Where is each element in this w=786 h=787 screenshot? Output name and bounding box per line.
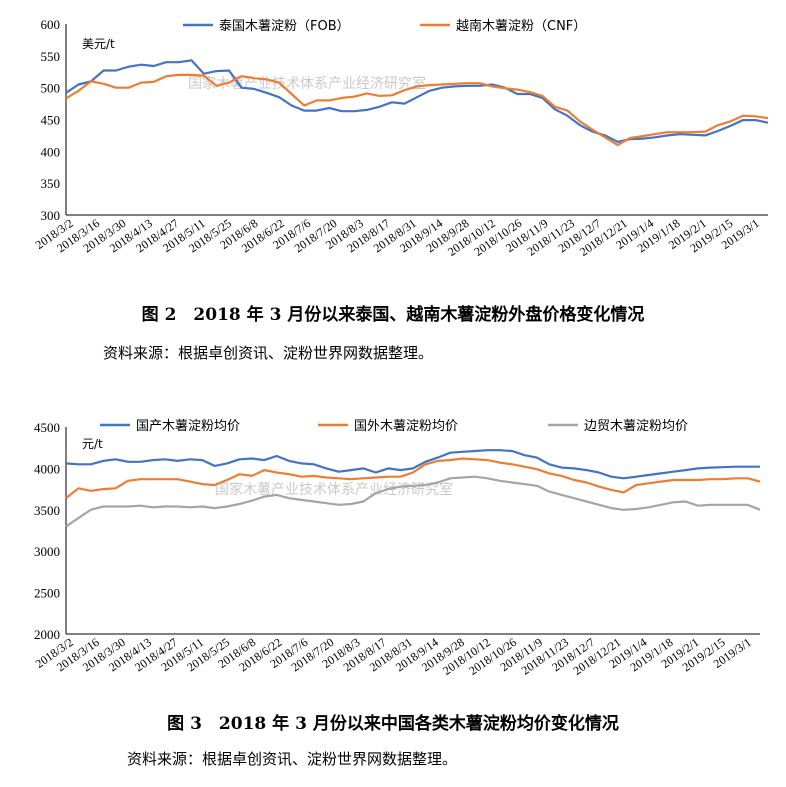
legend-label-1: 国产木薯淀粉均价 xyxy=(136,419,240,434)
chart-china-starch-average-prices: 2000250030003500400045002018/3/22018/3/1… xyxy=(33,419,761,678)
y-unit-label: 美元/t xyxy=(82,37,115,51)
y-tick-label: 4000 xyxy=(34,461,60,476)
y-tick-label: 300 xyxy=(41,208,61,223)
chart2-axes: 2000250030003500400045002018/3/22018/3/1… xyxy=(33,420,760,678)
watermark-text: 国家木薯产业技术体系产业经济研究室 xyxy=(215,481,453,498)
figure2-source: 资料来源：根据卓创资讯、淀粉世界网数据整理。 xyxy=(103,344,434,362)
y-tick-label: 2500 xyxy=(34,586,60,601)
y-tick-label: 350 xyxy=(41,176,61,191)
legend-label-2: 越南木薯淀粉（CNF） xyxy=(456,18,586,34)
y-tick-label: 550 xyxy=(41,49,61,64)
figure3-source: 资料来源：根据卓创资讯、淀粉世界网数据整理。 xyxy=(127,750,458,768)
chart1-series xyxy=(65,59,769,147)
figure2-caption: 图 2 2018 年 3 月份以来泰国、越南木薯淀粉外盘价格变化情况 xyxy=(141,305,645,325)
series-line-3 xyxy=(65,475,761,528)
chart-thai-vietnam-starch-prices: 3003504004505005506002018/3/22018/3/1620… xyxy=(33,17,769,259)
y-tick-label: 4500 xyxy=(34,420,60,435)
y-tick-label: 450 xyxy=(41,113,61,128)
series-line-1 xyxy=(65,59,769,143)
series-line-1 xyxy=(65,449,760,480)
series-line-2 xyxy=(65,73,769,147)
legend-label-3: 边贸木薯淀粉均价 xyxy=(584,419,688,434)
figure3-caption: 图 3 2018 年 3 月份以来中国各类木薯淀粉均价变化情况 xyxy=(167,714,619,734)
y-tick-label: 2000 xyxy=(34,627,60,642)
y-tick-label: 3500 xyxy=(34,503,60,518)
y-unit-label: 元/t xyxy=(82,437,103,451)
series-line-2 xyxy=(65,457,761,500)
y-tick-label: 500 xyxy=(41,81,61,96)
y-tick-label: 3000 xyxy=(34,544,60,559)
chart2-series xyxy=(65,449,761,528)
chart1-legend: 泰国木薯淀粉（FOB） 越南木薯淀粉（CNF） xyxy=(183,18,586,34)
chart2-legend: 国产木薯淀粉均价 国外木薯淀粉均价 边贸木薯淀粉均价 xyxy=(100,419,688,434)
legend-label-1: 泰国木薯淀粉（FOB） xyxy=(219,19,350,34)
legend-label-2: 国外木薯淀粉均价 xyxy=(354,419,458,434)
y-tick-label: 600 xyxy=(41,17,61,32)
y-tick-label: 400 xyxy=(41,144,61,159)
